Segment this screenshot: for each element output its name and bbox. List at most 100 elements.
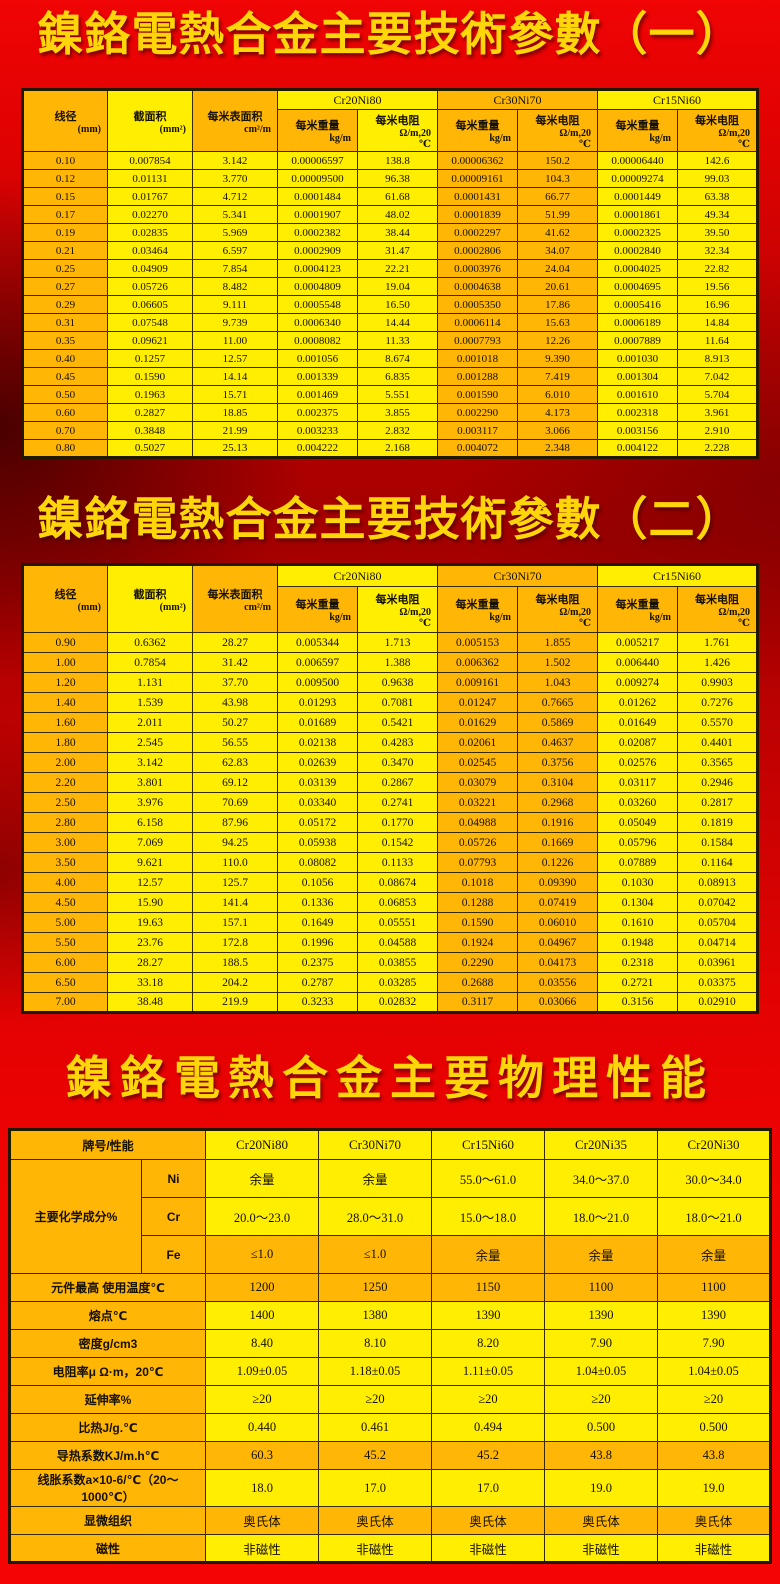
header-resistance: 每米电阻 Ω/m,20 ℃ (357, 586, 438, 633)
value-cell: 157.1 (192, 912, 278, 933)
value-cell: 1200 (205, 1273, 319, 1302)
value-cell: 0.03464 (107, 241, 193, 260)
value-cell: 0.001056 (277, 349, 358, 368)
value-cell: 12.57 (192, 349, 278, 368)
value-cell: 0.440 (205, 1413, 319, 1442)
header-unit: kg/m (489, 133, 511, 144)
value-cell: 0.0001449 (597, 187, 678, 206)
table-row: 2.20 3.801 69.12 0.03139 0.2867 0.03079 0.3104… (22, 772, 758, 793)
diameter-cell: 0.90 (22, 632, 108, 653)
value-cell: 0.06853 (357, 892, 438, 913)
value-cell: 0.08082 (277, 852, 358, 873)
value-cell: 0.1924 (437, 932, 518, 953)
value-cell: 7.90 (657, 1329, 771, 1358)
chem-group-label: 主要化学成分% (9, 1159, 142, 1274)
value-cell: 38.48 (107, 992, 193, 1013)
header-label: 每米重量 (615, 599, 660, 611)
value-cell: 104.3 (517, 169, 598, 188)
value-cell: ≥20 (431, 1385, 545, 1414)
spec-table-1: 线径 (mm) 截面积 (mm²) 每米表面积 cm²/m Cr20Ni80 Cr30Ni70… (21, 88, 759, 459)
value-cell: 0.06605 (107, 295, 193, 314)
table-row: 0.50 0.1963 15.71 0.001469 5.551 0.001590 6.01… (22, 385, 758, 404)
alloy-group-header: Cr30Ni70 (437, 564, 598, 587)
header-label: 每米电阻 (695, 593, 739, 606)
header-row: 牌号/性能 Cr20Ni80 Cr30Ni70 Cr15Ni60 Cr20Ni35 Cr2… (9, 1129, 771, 1160)
value-cell: 3.142 (107, 752, 193, 773)
value-cell: 0.01247 (437, 692, 518, 713)
value-cell: 0.04988 (437, 812, 518, 833)
value-cell: 37.70 (192, 672, 278, 693)
value-cell: 0.001018 (437, 349, 518, 368)
value-cell: 49.34 (677, 205, 758, 224)
header-unit: (mm) (77, 601, 101, 613)
value-cell: 0.7854 (107, 652, 193, 673)
header-unit: (mm²) (159, 601, 186, 613)
value-cell: 3.976 (107, 792, 193, 813)
value-cell: 19.56 (677, 277, 758, 296)
value-cell: 余量 (431, 1235, 545, 1274)
value-cell: 11.33 (357, 331, 438, 350)
value-cell: 4.173 (517, 403, 598, 422)
value-cell: 99.03 (677, 169, 758, 188)
spec-table-2: 线径 (mm) 截面积 (mm²) 每米表面积 cm²/m Cr20Ni80 Cr30Ni70… (21, 563, 759, 1014)
value-cell: 0.01629 (437, 712, 518, 733)
header-unit: kg/m (489, 612, 511, 623)
value-cell: 0.2688 (437, 972, 518, 993)
value-cell: 奥氏体 (205, 1506, 319, 1535)
value-cell: 0.009161 (437, 672, 518, 693)
grade-name: Cr30Ni70 (318, 1129, 432, 1160)
value-cell: 0.03340 (277, 792, 358, 813)
table-row: 2.00 3.142 62.83 0.02639 0.3470 0.02545 0.3756… (22, 752, 758, 773)
value-cell: 0.02576 (597, 752, 678, 773)
header-resistance: 每米电阻 Ω/m,20 ℃ (677, 109, 758, 152)
value-cell: 0.03855 (357, 952, 438, 973)
header-label: 每米重量 (455, 120, 500, 132)
value-cell: 0.00006597 (277, 151, 358, 170)
value-cell: 2.011 (107, 712, 193, 733)
value-cell: 0.3117 (437, 992, 518, 1013)
value-cell: 110.0 (192, 852, 278, 873)
value-cell: 0.04909 (107, 259, 193, 278)
value-cell: 2.910 (677, 421, 758, 440)
value-cell: 0.0006114 (437, 313, 518, 332)
header-label: 截面积 (133, 110, 167, 123)
header-label: 每米表面积 (207, 588, 263, 601)
value-cell: 0.2318 (597, 952, 678, 973)
header-diameter: 线径 (mm) (22, 89, 108, 152)
value-cell: 1.713 (357, 632, 438, 653)
value-cell: ≥20 (544, 1385, 658, 1414)
value-cell: 0.1257 (107, 349, 193, 368)
value-cell: 0.03260 (597, 792, 678, 813)
value-cell: 0.1590 (107, 367, 193, 386)
value-cell: 2.348 (517, 439, 598, 458)
value-cell: 0.1018 (437, 872, 518, 893)
value-cell: 0.007854 (107, 151, 193, 170)
value-cell: 43.8 (657, 1441, 771, 1470)
diameter-cell: 0.19 (22, 223, 108, 242)
value-cell: 7.854 (192, 259, 278, 278)
value-cell: 60.3 (205, 1441, 319, 1470)
value-cell: 3.142 (192, 151, 278, 170)
table-row: 6.50 33.18 204.2 0.2787 0.03285 0.2688 0.03556… (22, 972, 758, 993)
value-cell: 非磁性 (205, 1534, 319, 1563)
value-cell: 余量 (318, 1159, 432, 1198)
value-cell: 19.0 (657, 1469, 771, 1507)
value-cell: 0.5869 (517, 712, 598, 733)
header-unit: Ω/m,20 (718, 606, 750, 618)
diameter-cell: 6.50 (22, 972, 108, 993)
value-cell: 余量 (205, 1159, 319, 1198)
value-cell: 非磁性 (431, 1534, 545, 1563)
value-cell: 0.2741 (357, 792, 438, 813)
header-unit: Ω/m,20 (399, 127, 431, 139)
value-cell: 5.704 (677, 385, 758, 404)
value-cell: 1100 (657, 1273, 771, 1302)
value-cell: 0.006362 (437, 652, 518, 673)
grade-name: Cr15Ni60 (431, 1129, 545, 1160)
value-cell: 0.001339 (277, 367, 358, 386)
value-cell: 9.390 (517, 349, 598, 368)
table-row: 0.35 0.09621 11.00 0.0008082 11.33 0.0007793 1… (22, 331, 758, 350)
header-weight: 每米重量 kg/m (597, 586, 678, 633)
value-cell: 34.0～37.0 (544, 1159, 658, 1198)
value-cell: 11.00 (192, 331, 278, 350)
value-cell: 96.38 (357, 169, 438, 188)
